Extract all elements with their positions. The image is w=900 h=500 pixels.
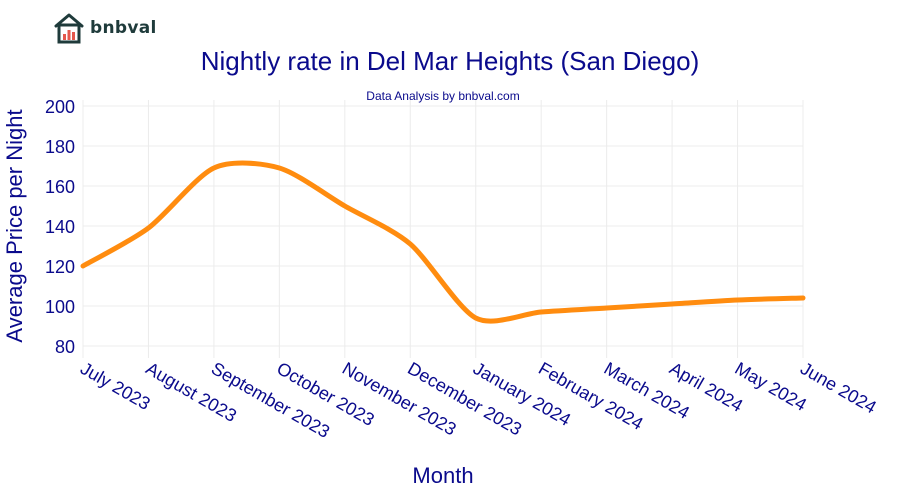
x-tick-label: November 2023 — [339, 358, 460, 439]
chart-title: Nightly rate in Del Mar Heights (San Die… — [201, 46, 700, 76]
x-tick-label: June 2024 — [797, 358, 880, 417]
y-tick-label: 100 — [45, 297, 75, 317]
y-tick-label: 120 — [45, 257, 75, 277]
x-axis-label: Month — [412, 463, 473, 488]
grid — [82, 100, 804, 358]
house-chart-icon — [54, 13, 84, 44]
series-layer — [80, 160, 806, 324]
y-tick-label: 80 — [55, 337, 75, 357]
x-tick-label: July 2023 — [77, 358, 154, 414]
x-tick-label: December 2023 — [404, 358, 525, 439]
brand-name: bnbval — [90, 18, 157, 38]
y-tick-label: 200 — [45, 97, 75, 117]
brand-logo: bnbval — [54, 12, 157, 44]
y-axis-label: Average Price per Night — [2, 109, 27, 342]
y-tick-label: 140 — [45, 217, 75, 237]
x-tick-label: May 2024 — [732, 358, 810, 415]
chart-subtitle: Data Analysis by bnbval.com — [366, 89, 519, 103]
y-tick-label: 180 — [45, 137, 75, 157]
y-tick-label: 160 — [45, 177, 75, 197]
series-line — [80, 160, 806, 324]
y-axis-ticks: 80 100 120 140 160 180 200 — [45, 97, 75, 357]
